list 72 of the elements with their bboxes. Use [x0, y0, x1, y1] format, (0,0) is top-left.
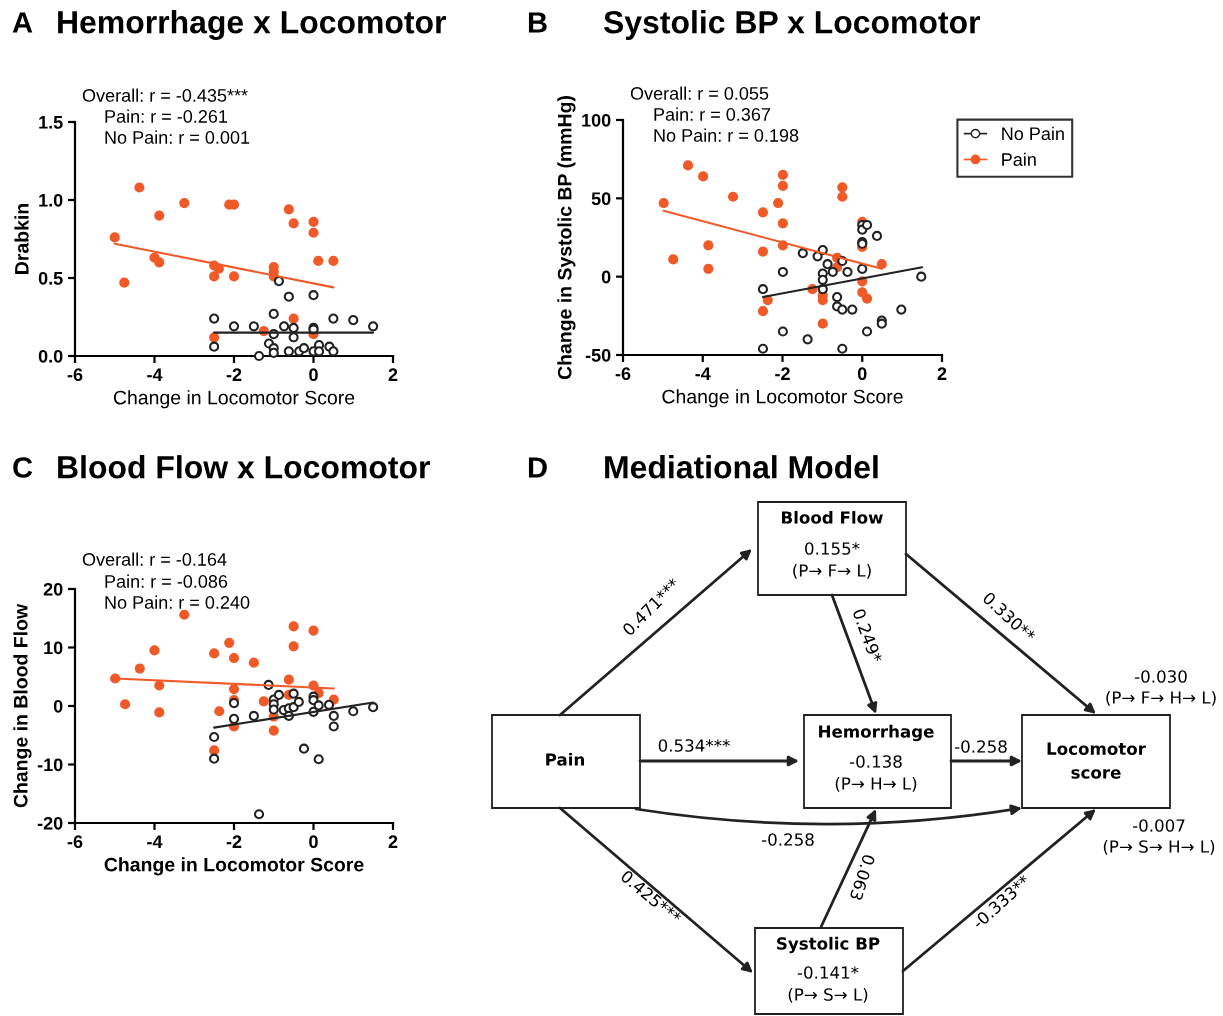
- x-tick-label: 0: [309, 368, 318, 382]
- y-tick-label: 0: [601, 270, 611, 284]
- text: 0.155*: [805, 542, 860, 555]
- annotation: No Pain: r = 0.198: [654, 128, 799, 142]
- legend-label: Pain: [1002, 152, 1036, 166]
- x-tick-label: -6: [615, 367, 631, 381]
- y-tick-label: -10: [37, 758, 63, 772]
- x-tick-label: -2: [226, 835, 242, 848]
- text: Pain: r = -0.086: [105, 574, 228, 588]
- text: 0.534***: [658, 739, 730, 752]
- legend-label: No Pain: [1002, 126, 1064, 141]
- text: D: [528, 457, 547, 478]
- x-axis-title: Change in Locomotor Score: [113, 390, 355, 409]
- text: A: [12, 12, 33, 33]
- y-axis-title: Change in Blood Flow: [13, 603, 32, 808]
- x-tick-label: 2: [388, 835, 398, 848]
- text: (P→ F→ H→ L): [1106, 690, 1216, 706]
- text: Systolic BP: [777, 936, 880, 954]
- y-tick-label: 0.0: [38, 349, 63, 363]
- y-tick-label: 0: [53, 699, 63, 713]
- chart-title: Hemorrhage x Locomotor: [58, 10, 447, 40]
- x-axis-title: Change in Locomotor Score: [104, 857, 364, 876]
- x-tick-label: 0: [857, 367, 867, 381]
- text: Locomotor score: [1047, 742, 1146, 779]
- x-tick-label: -2: [226, 368, 242, 381]
- text: -0.030: [1134, 670, 1187, 683]
- y-tick-label: -50: [585, 348, 611, 362]
- x-tick-label: -2: [775, 367, 790, 380]
- text: Overall: r = -0.435***: [82, 88, 248, 102]
- x-tick-label: -6: [67, 368, 83, 382]
- text: Pain: [546, 752, 584, 766]
- x-tick-label: -4: [695, 367, 711, 380]
- text: -0.007: [1132, 819, 1185, 832]
- text: -0.138: [849, 755, 902, 768]
- text: (P→ S→ H→ L): [1103, 839, 1215, 855]
- text: -0.258: [761, 833, 814, 846]
- chart-title: Blood Flow x Locomotor: [58, 455, 430, 479]
- y-tick-label: 50: [591, 192, 611, 206]
- y-axis-title: Drabkin: [14, 204, 29, 274]
- text: -0.258: [954, 740, 1007, 753]
- annotation: No Pain: r = 0.240: [105, 595, 250, 609]
- y-tick-label: 0.5: [38, 271, 63, 285]
- annotation: Pain: r = 0.367: [654, 107, 771, 121]
- text: (P→ F→ L): [793, 563, 871, 579]
- y-tick-label: -20: [37, 816, 63, 830]
- text: Overall: r = -0.164: [82, 552, 227, 566]
- annotation: No Pain: r = 0.001: [105, 130, 250, 144]
- x-axis-title: Change in Locomotor Score: [662, 389, 903, 408]
- text: -0.141*: [797, 966, 859, 979]
- chart-title: Systolic BP x Locomotor: [603, 10, 981, 40]
- y-tick-label: 10: [44, 641, 63, 655]
- y-tick-label: 1.0: [39, 193, 63, 207]
- y-axis-title: Change in Systolic BP (mmHg): [557, 96, 576, 380]
- x-tick-label: 0: [309, 835, 318, 849]
- x-tick-label: 2: [388, 368, 398, 381]
- text: (P→ S→ L): [788, 987, 868, 1003]
- y-tick-label: 100: [582, 113, 611, 127]
- y-tick-label: 1.5: [39, 116, 63, 129]
- x-tick-label: -6: [67, 835, 83, 849]
- x-tick-label: -4: [147, 835, 163, 848]
- text: Mediational Model: [605, 455, 878, 479]
- text: B: [528, 12, 547, 33]
- text: Overall: r = 0.055: [630, 86, 769, 100]
- text: Hemorrhage: [819, 724, 934, 742]
- x-tick-label: 2: [937, 367, 947, 380]
- text: 0.063: [849, 853, 876, 901]
- annotation: Pain: r = -0.261: [105, 109, 228, 123]
- text: (P→ H→ L): [835, 776, 917, 792]
- text: Blood Flow: [782, 510, 883, 524]
- text: C: [13, 457, 33, 478]
- x-tick-label: -4: [147, 368, 163, 381]
- y-tick-label: 20: [43, 582, 63, 596]
